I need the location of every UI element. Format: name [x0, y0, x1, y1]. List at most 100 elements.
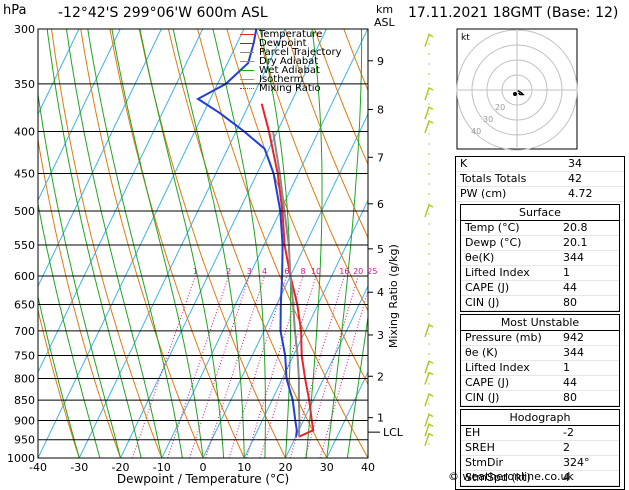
wind-barb — [425, 361, 433, 373]
index-value: 44 — [563, 281, 615, 295]
pressure-tick-label: 900 — [14, 414, 35, 427]
index-label: CAPE (J) — [465, 376, 509, 390]
km-tick-label: 2 — [377, 370, 384, 383]
index-row: EH-2 — [461, 426, 619, 441]
legend-swatch — [240, 70, 254, 71]
wet-adiabat-line — [88, 29, 183, 458]
km-tick-label: 3 — [377, 329, 384, 342]
legend-swatch — [240, 43, 254, 44]
index-label: SREH — [465, 441, 495, 455]
pressure-tick-label: 350 — [14, 78, 35, 91]
temperature-tick-label: -30 — [70, 461, 88, 474]
km-tick-label: 7 — [377, 151, 384, 164]
hpa-label: hPa — [3, 3, 26, 18]
wet-adiabat-line — [327, 29, 362, 458]
index-row: CIN (J)80 — [461, 391, 619, 406]
km-tick-label: 4 — [377, 286, 384, 299]
x-axis-label: Dewpoint / Temperature (°C) — [117, 472, 289, 486]
pressure-tick-label: 650 — [14, 299, 35, 312]
km-tick-label: 6 — [377, 198, 384, 211]
index-label: CAPE (J) — [465, 281, 509, 295]
dry-adiabat-line — [22, 29, 120, 458]
index-value: 44 — [563, 376, 615, 390]
index-label: CIN (J) — [465, 296, 499, 310]
index-label: Pressure (mb) — [465, 331, 542, 345]
pressure-tick-label: 500 — [14, 205, 35, 218]
datetime-title: 17.11.2021 18GMT (Base: 12) — [408, 5, 618, 21]
copyright: © weatheronline.co.uk — [448, 470, 574, 483]
index-row: CIN (J) 80 — [461, 296, 619, 311]
mixing-ratio-label: 6 — [284, 267, 289, 276]
mixing-ratio-label: 2 — [226, 267, 231, 276]
index-value: 1 — [563, 266, 615, 280]
isotherm-line — [79, 29, 285, 458]
index-row: θe(K)344 — [461, 251, 619, 266]
km-tick-label: 8 — [377, 103, 384, 116]
dry-adiabat-line — [0, 29, 79, 458]
index-value: 80 — [563, 391, 615, 405]
pressure-tick-label: 800 — [14, 372, 35, 385]
isotherm-line — [0, 29, 79, 458]
index-value: 2 — [563, 441, 615, 455]
index-row: K 34 — [456, 157, 624, 172]
index-value: -2 — [563, 426, 615, 440]
index-row: CAPE (J) 44 — [461, 376, 619, 391]
km-tick-label: 5 — [377, 243, 384, 256]
pressure-tick-label: 700 — [14, 325, 35, 338]
pressure-tick-label: 750 — [14, 349, 35, 362]
pressure-tick-label: 600 — [14, 270, 35, 283]
hodograph-ring-label: 20 — [495, 103, 505, 112]
index-value: 1 — [563, 361, 615, 375]
index-row: Dewp (°C) 20.1 — [461, 236, 619, 251]
hodograph-unit: kt — [461, 33, 470, 43]
wet-adiabat-line — [213, 29, 266, 458]
index-value: 344 — [563, 251, 615, 265]
index-label: Dewp (°C) — [465, 236, 521, 250]
index-value: 20.1 — [563, 236, 615, 250]
mixing-ratio-line — [168, 276, 229, 458]
index-value: 34 — [568, 157, 620, 171]
hodograph-ring-label: 40 — [471, 127, 481, 136]
mixing-ratio-label: 1 — [193, 267, 198, 276]
km-label: km — [376, 3, 393, 16]
index-label: PW (cm) — [460, 187, 506, 201]
index-row: SREH 2 — [461, 441, 619, 456]
legend-swatch — [240, 88, 254, 89]
index-label: Temp (°C) — [465, 221, 520, 235]
km-tick-label: 1 — [377, 412, 384, 425]
wet-adiabat-line — [66, 29, 161, 458]
index-row: PW (cm) 4.72 — [456, 187, 624, 202]
index-label: Lifted Index — [465, 266, 530, 280]
index-label: Totals Totals — [460, 172, 526, 186]
mixing-ratio-label: 20 — [353, 267, 363, 276]
index-row: Temp (°C)20.8 — [461, 221, 619, 236]
pressure-tick-label: 950 — [14, 434, 35, 447]
index-value: 80 — [563, 296, 615, 310]
indices-panel: K 34 Totals Totals 42 PW (cm) 4.72 Surface Te… — [455, 156, 625, 490]
wet-adiabat-line — [29, 29, 120, 458]
most-unstable-title: Most Unstable — [461, 315, 619, 331]
mixing-ratio-label: 10 — [311, 267, 321, 276]
wind-barb — [425, 121, 433, 133]
index-label: θe (K) — [465, 346, 498, 360]
legend-item: Mixing Ratio — [240, 84, 342, 93]
wet-adiabat-line — [347, 29, 404, 458]
index-label: K — [460, 157, 467, 171]
wind-barb — [425, 205, 433, 217]
index-value: 324° — [563, 456, 615, 470]
hodograph-ring-label: 30 — [483, 115, 493, 124]
temperature-tick-label: 30 — [320, 461, 334, 474]
index-row: Pressure (mb)942 — [461, 331, 619, 346]
pressure-tick-label: 300 — [14, 23, 35, 36]
index-value: 344 — [563, 346, 615, 360]
surface-title: Surface — [461, 205, 619, 221]
pressure-tick-label: 550 — [14, 239, 35, 252]
index-row: θe (K) 344 — [461, 346, 619, 361]
hodograph-title: Hodograph — [461, 410, 619, 426]
index-value: 42 — [568, 172, 620, 186]
index-value: 4.72 — [568, 187, 620, 201]
mixing-ratio-line — [132, 276, 195, 458]
